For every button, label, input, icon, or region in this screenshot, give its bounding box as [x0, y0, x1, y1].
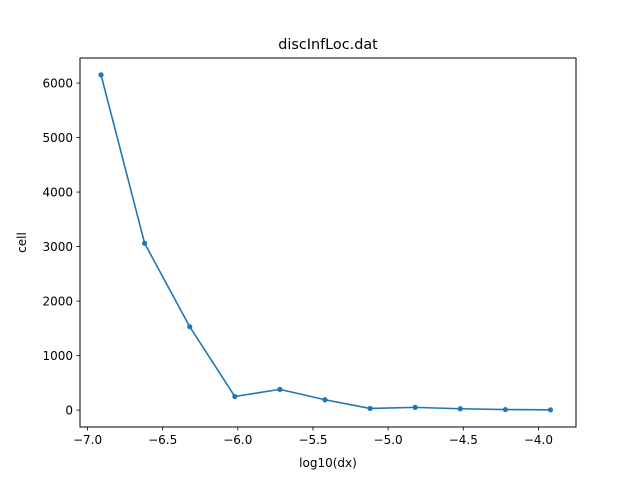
x-tick-label: −4.0	[524, 433, 553, 447]
data-point	[232, 393, 238, 400]
y-tick-label: 4000	[42, 186, 73, 200]
y-axis: 0 1000 2000 3000 4000 5000 6000	[42, 77, 80, 418]
y-tick-label: 3000	[42, 240, 73, 254]
plot-area	[98, 72, 554, 413]
y-tick-label: 2000	[42, 295, 73, 309]
chart-title: discInfLoc.dat	[278, 37, 378, 53]
x-tick-label: −7.0	[73, 433, 102, 447]
data-point	[412, 404, 418, 410]
data-point	[457, 406, 463, 412]
y-axis-label: cell	[15, 232, 29, 253]
data-point	[367, 405, 373, 412]
x-tick-label: −4.5	[449, 433, 478, 447]
data-point	[187, 324, 193, 330]
y-tick-label: 5000	[42, 131, 73, 145]
data-point	[322, 397, 328, 403]
x-axis-label: log10(dx)	[299, 456, 357, 470]
data-point	[142, 240, 148, 246]
data-point	[98, 72, 104, 78]
y-tick-label: 6000	[42, 77, 73, 91]
x-tick-label: −5.0	[374, 433, 403, 447]
x-tick-label: −6.0	[223, 433, 252, 447]
x-axis: −7.0 −6.5 −6.0 −5.5 −5.0 −4.5 −4.0	[73, 427, 553, 447]
x-tick-label: −5.5	[298, 433, 327, 447]
y-tick-label: 1000	[42, 349, 73, 363]
x-tick-label: −6.5	[148, 433, 177, 447]
axes-frame	[79, 57, 577, 428]
data-point	[547, 407, 554, 413]
y-tick-label: 0	[65, 404, 73, 418]
data-point	[277, 386, 283, 392]
data-point	[502, 406, 508, 413]
